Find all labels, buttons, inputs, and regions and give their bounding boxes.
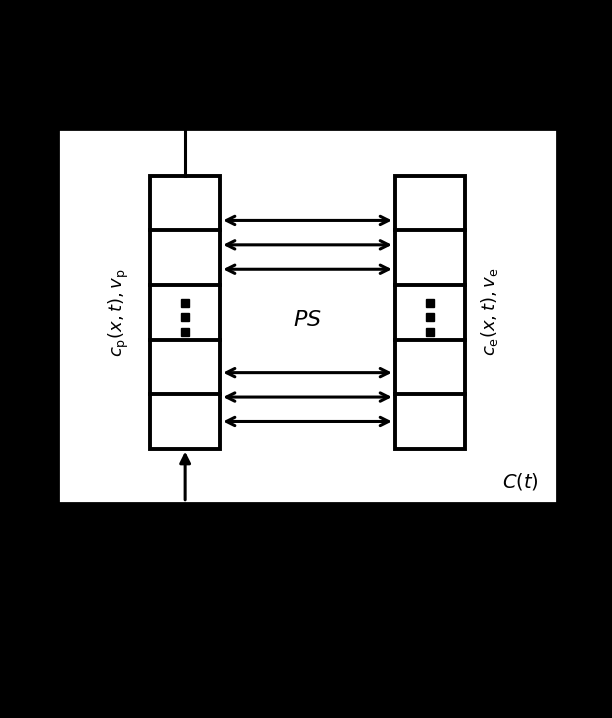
Bar [58,129,557,503]
FancyArrowPatch shape [226,241,389,249]
Text: $C(t)$: $C(t)$ [502,471,539,492]
Text: $c_{\mathrm{p}}(x,t), v_{\mathrm{p}}$: $c_{\mathrm{p}}(x,t), v_{\mathrm{p}}$ [107,268,132,357]
FancyArrowPatch shape [226,216,389,225]
Bar [395,176,465,449]
FancyArrowPatch shape [226,265,389,274]
FancyArrowPatch shape [181,455,190,500]
FancyArrowPatch shape [226,417,389,426]
Text: $PS$: $PS$ [293,309,322,330]
Text: $c_{\mathrm{e}}(x,t), v_{\mathrm{e}}$: $c_{\mathrm{e}}(x,t), v_{\mathrm{e}}$ [479,269,500,356]
FancyArrowPatch shape [226,393,389,401]
FancyArrowPatch shape [226,368,389,377]
Bar [150,176,220,449]
